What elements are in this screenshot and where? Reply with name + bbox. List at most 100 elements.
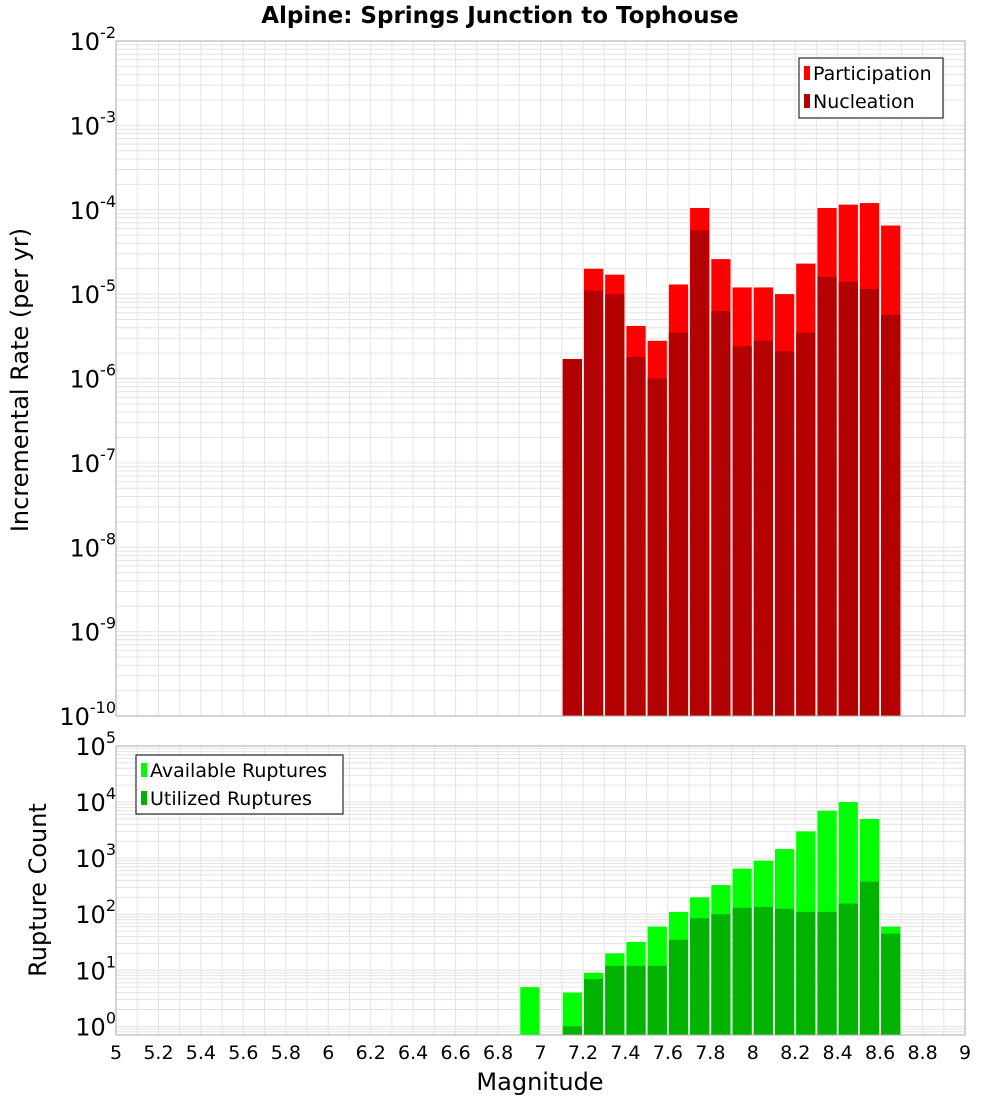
y-tick-exponent: -2: [100, 23, 116, 42]
bottom-y-axis-label: Rupture Count: [24, 803, 52, 977]
x-tick-label: 7.6: [653, 1042, 683, 1064]
bar-utilized-ruptures-9: [732, 907, 752, 1035]
y-tick-label: 10-9: [70, 614, 117, 647]
legend-label: Utilized Ruptures: [150, 788, 312, 810]
y-tick-exponent: -3: [100, 107, 116, 126]
bar-nucleation-5: [668, 332, 689, 716]
x-tick-label: 8.4: [823, 1042, 853, 1064]
y-tick-exponent: -9: [100, 614, 116, 633]
legend-swatch-available-ruptures: [141, 763, 147, 777]
x-tick-label: 5: [110, 1042, 122, 1064]
y-tick-label: 102: [75, 896, 116, 929]
x-tick-label: 7.4: [610, 1042, 640, 1064]
x-tick-label: 5.2: [143, 1042, 173, 1064]
top-bars: [562, 203, 901, 717]
y-tick-base: 10: [75, 789, 106, 817]
x-tick-label: 7: [534, 1042, 546, 1064]
bar-utilized-ruptures-5: [647, 965, 667, 1035]
y-tick-base: 10: [70, 534, 101, 562]
y-tick-base: 10: [75, 957, 106, 985]
legend-label: Nucleation: [813, 91, 915, 113]
bar-utilized-ruptures-10: [753, 906, 773, 1035]
bar-utilized-ruptures-7: [690, 918, 710, 1035]
bar-nucleation-0: [562, 359, 582, 716]
y-tick-label: 10-7: [70, 445, 117, 478]
y-tick-label: 10-3: [70, 107, 117, 140]
y-tick-base: 10: [59, 703, 90, 731]
y-tick-base: 10: [70, 366, 101, 394]
x-tick-label: 9: [959, 1042, 971, 1064]
bar-available-ruptures-1: [562, 992, 582, 1035]
y-tick-base: 10: [70, 112, 101, 140]
legend-box: [135, 754, 344, 815]
bar-available-ruptures-0: [520, 987, 540, 1035]
bar-utilized-ruptures-3: [605, 965, 625, 1035]
x-axis-label: Magnitude: [476, 1068, 603, 1096]
y-tick-exponent: -8: [100, 529, 116, 548]
bar-nucleation-7: [711, 311, 731, 716]
y-tick-label: 10-2: [70, 23, 117, 56]
y-tick-label: 10-5: [70, 276, 117, 309]
bar-utilized-ruptures-11: [774, 908, 795, 1035]
y-tick-label: 10-6: [70, 361, 117, 394]
bar-nucleation-1: [583, 290, 604, 716]
bottom-legend: Available Ruptures Utilized Ruptures: [135, 754, 344, 815]
bar-nucleation-15: [881, 314, 901, 716]
top-gridlines: [115, 41, 966, 717]
y-tick-exponent: -6: [100, 361, 116, 380]
bar-utilized-ruptures-13: [817, 911, 837, 1035]
bar-nucleation-14: [859, 289, 880, 716]
bar-nucleation-11: [796, 332, 816, 716]
bar-nucleation-10: [774, 351, 795, 716]
bar-utilized-ruptures-1: [562, 1026, 582, 1035]
bar-utilized-ruptures-4: [626, 965, 646, 1035]
x-tick-label: 6.6: [440, 1042, 470, 1064]
y-tick-exponent: 4: [106, 784, 116, 803]
bar-utilized-ruptures-8: [711, 914, 731, 1035]
chart-title: Alpine: Springs Junction to Tophouse: [261, 3, 739, 29]
y-tick-exponent: -5: [100, 276, 116, 295]
x-tick-label: 8: [747, 1042, 759, 1064]
x-tick-label: 8.6: [865, 1042, 895, 1064]
bar-nucleation-3: [626, 356, 646, 716]
y-tick-base: 10: [70, 197, 101, 225]
y-tick-base: 10: [75, 733, 106, 761]
y-tick-base: 10: [75, 1013, 106, 1041]
y-tick-label: 104: [75, 784, 116, 817]
bar-utilized-ruptures-15: [859, 881, 880, 1035]
y-tick-label: 101: [75, 952, 116, 985]
legend-label: Available Ruptures: [150, 760, 327, 782]
y-tick-exponent: 1: [106, 952, 116, 971]
x-axis: 5 5.2 5.4 5.6 5.8 6 6.2 6.4 6.6 6.8 7 7.2 7.4 7.6 7.8 8…: [110, 1042, 971, 1064]
x-tick-label: 6.2: [356, 1042, 386, 1064]
top-plot: 10-210-310-410-510-610-710-810-910-10Par…: [59, 23, 966, 731]
bottom-plot-frame: [115, 745, 966, 1036]
x-tick-label: 7.2: [568, 1042, 598, 1064]
bottom-bars: [520, 802, 901, 1035]
top-legend: Participation Nucleation: [798, 57, 944, 119]
bar-utilized-ruptures-2: [583, 978, 604, 1035]
y-tick-exponent: 2: [106, 896, 116, 915]
legend-swatch-participation: [804, 66, 810, 80]
bar-nucleation-12: [817, 276, 837, 716]
bar-utilized-ruptures-6: [668, 939, 689, 1035]
legend-swatch-utilized-ruptures: [141, 791, 147, 805]
x-tick-label: 5.4: [186, 1042, 216, 1064]
y-tick-label: 105: [75, 728, 116, 761]
y-tick-exponent: 3: [106, 840, 116, 859]
y-tick-base: 10: [70, 28, 101, 56]
y-tick-label: 10-10: [59, 698, 116, 731]
y-tick-base: 10: [75, 845, 106, 873]
y-tick-label: 10-4: [70, 192, 117, 225]
bar-nucleation-6: [690, 230, 710, 716]
y-tick-label: 100: [75, 1008, 116, 1041]
y-tick-base: 10: [70, 450, 101, 478]
top-y-axis-label: Incremental Rate (per yr): [6, 228, 34, 532]
x-tick-label: 6.8: [483, 1042, 513, 1064]
y-tick-exponent: -4: [100, 192, 116, 211]
y-tick-exponent: 0: [106, 1008, 116, 1027]
